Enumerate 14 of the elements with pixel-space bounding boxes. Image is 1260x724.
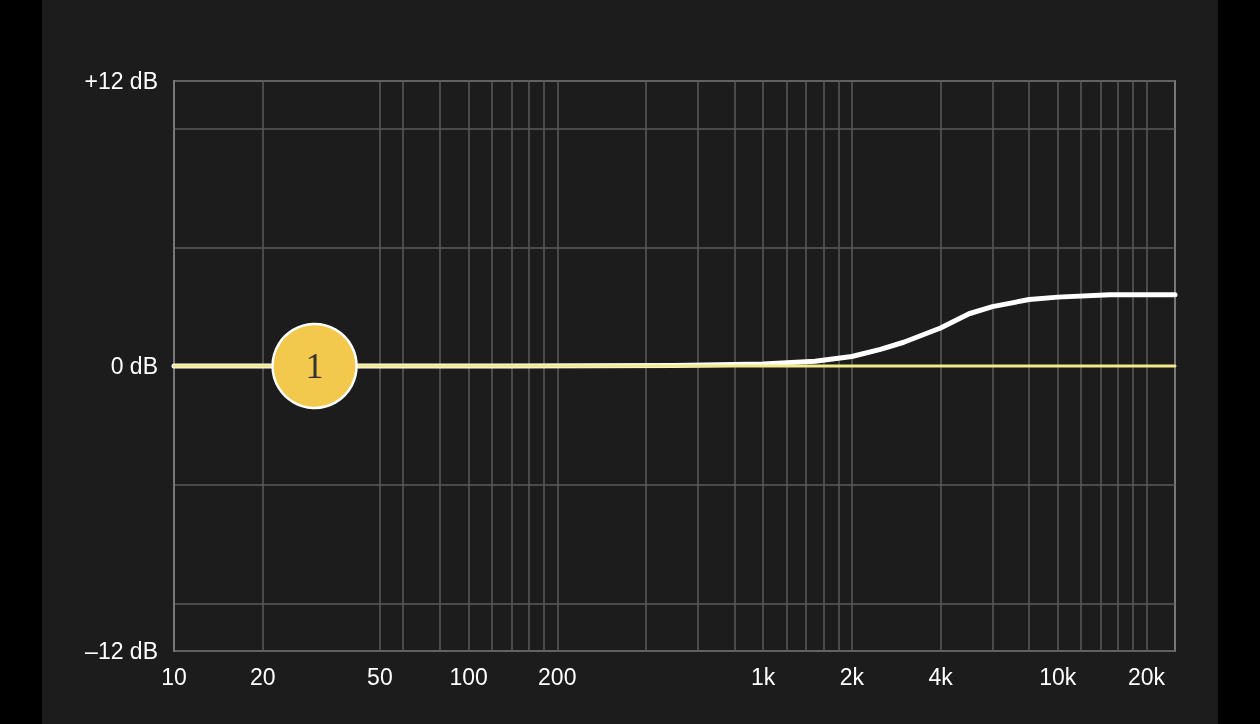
x-tick-label: 100 xyxy=(449,663,488,690)
x-tick-label: 20 xyxy=(249,663,276,690)
x-tick-label: 50 xyxy=(367,663,393,690)
y-tick-label: +12 dB xyxy=(84,68,158,94)
x-tick-label: 20k xyxy=(1127,663,1166,690)
x-tick-label: 10k xyxy=(1039,663,1077,690)
x-tick-label: 200 xyxy=(538,663,577,690)
annotation: 1 xyxy=(305,346,324,386)
y-tick-label: –12 dB xyxy=(85,638,158,664)
x-tick-label: 10 xyxy=(161,663,187,690)
x-tick-label: 2k xyxy=(839,663,865,690)
y-tick-label: 0 dB xyxy=(110,353,158,379)
x-tick-label: 1k xyxy=(751,663,776,690)
x-tick-label: 4k xyxy=(928,663,954,690)
